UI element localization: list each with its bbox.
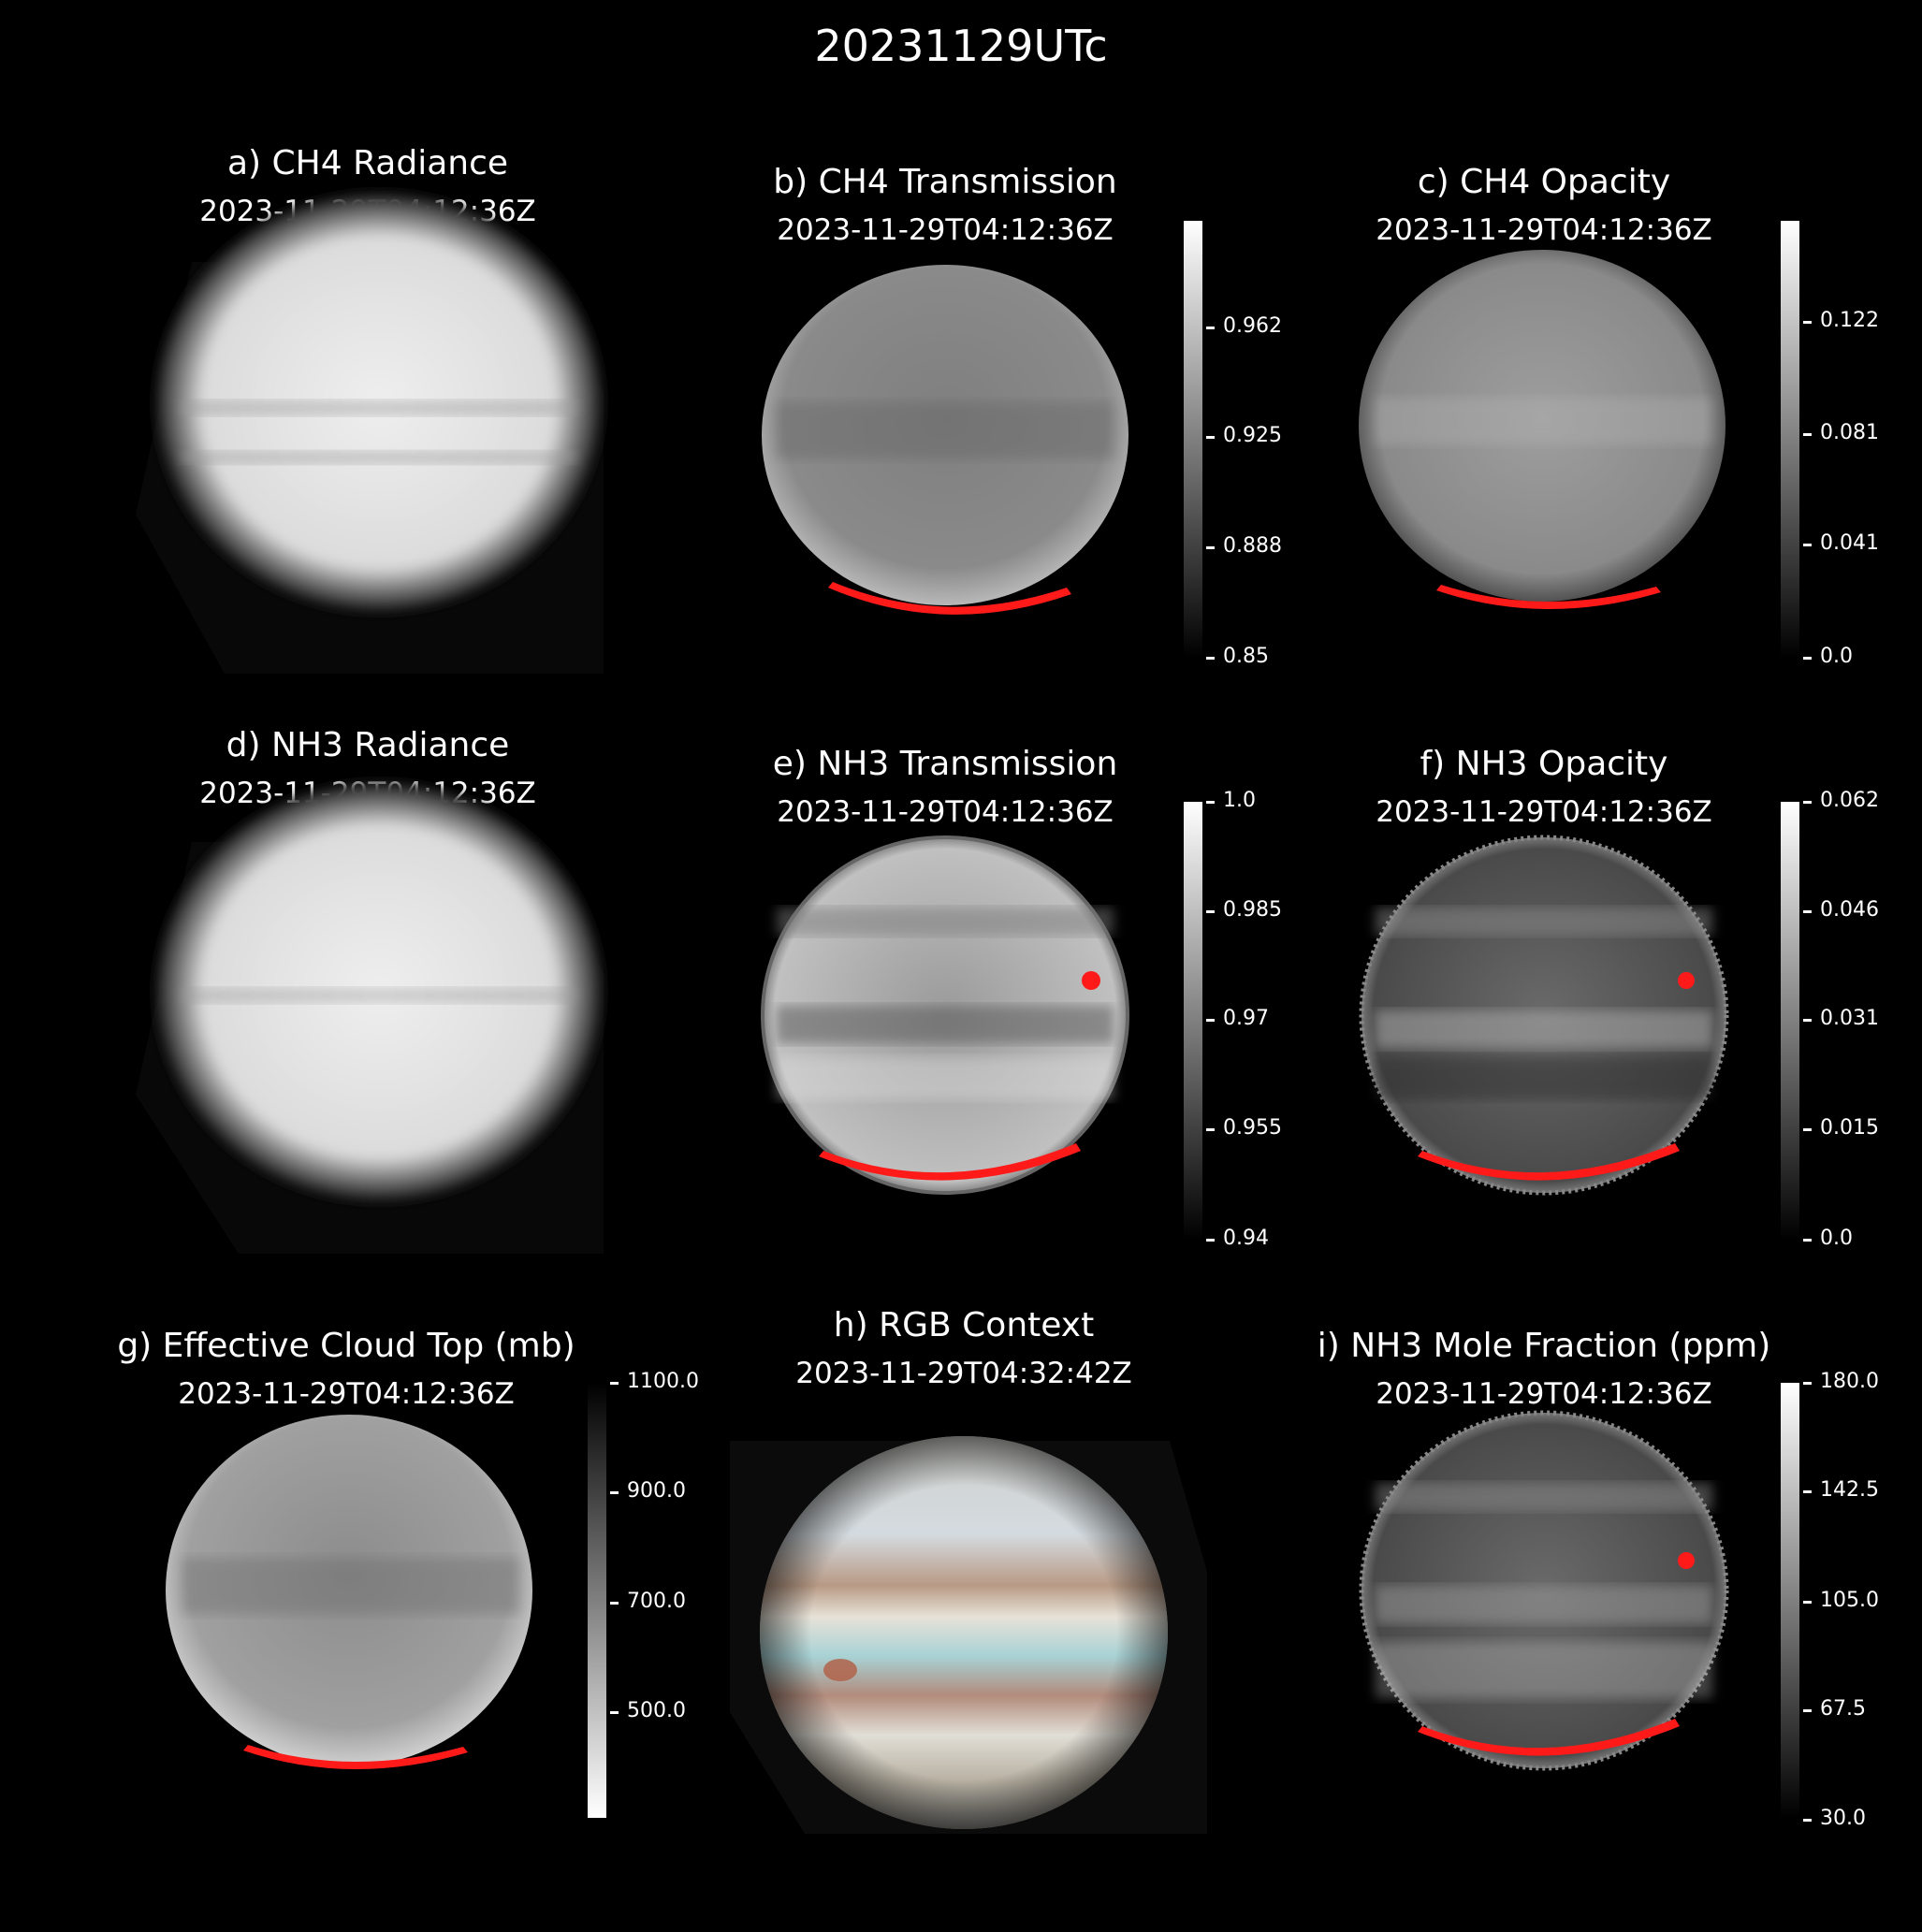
panel-g-cloud-top-map <box>166 1415 532 1770</box>
panel-g-date: 2023-11-29T04:12:36Z <box>178 1377 515 1411</box>
colorbar-e <box>1184 802 1202 1240</box>
colorbar-tick-mark <box>610 1711 619 1714</box>
panel-f-title: f) NH3 Opacity <box>1420 745 1668 783</box>
colorbar-tick-mark <box>1206 546 1215 549</box>
colorbar-tick-mark <box>610 1602 619 1605</box>
panel-i-nh3-mole-fraction-map <box>1359 1410 1729 1771</box>
colorbar-tick-label: 0.955 <box>1223 1116 1282 1140</box>
panel-g-title: g) Effective Cloud Top (mb) <box>117 1327 575 1365</box>
colorbar-tick-mark <box>1803 657 1812 660</box>
panel-f-date: 2023-11-29T04:12:36Z <box>1376 795 1712 829</box>
colorbar-tick-mark <box>610 1382 619 1385</box>
colorbar-tick-label: 0.031 <box>1820 1007 1879 1030</box>
colorbar-tick-label: 30.0 <box>1820 1807 1866 1830</box>
colorbar-tick-label: 0.97 <box>1223 1007 1269 1030</box>
colorbar-tick-label: 0.888 <box>1223 534 1282 558</box>
colorbar-tick-mark <box>1206 1239 1215 1242</box>
colorbar-tick-label: 180.0 <box>1820 1370 1879 1393</box>
panel-c-date: 2023-11-29T04:12:36Z <box>1376 213 1712 247</box>
colorbar-tick-label: 142.5 <box>1820 1478 1879 1502</box>
colorbar-tick-label: 0.94 <box>1223 1227 1269 1250</box>
colorbar-tick-mark <box>610 1491 619 1494</box>
colorbar-tick-mark <box>1803 1128 1812 1131</box>
colorbar-tick-label: 500.0 <box>627 1699 686 1722</box>
colorbar-tick-label: 1.0 <box>1223 789 1256 812</box>
panel-b-ch4-transmission-map <box>762 265 1128 615</box>
colorbar-tick-label: 0.962 <box>1223 314 1282 338</box>
panel-h-date: 2023-11-29T04:32:42Z <box>795 1357 1132 1390</box>
colorbar-tick-label: 0.041 <box>1820 531 1879 555</box>
colorbar-tick-mark <box>1803 801 1812 804</box>
colorbar-tick-mark <box>1803 544 1812 546</box>
colorbar-tick-mark <box>1803 1382 1812 1385</box>
panel-e-date: 2023-11-29T04:12:36Z <box>777 795 1114 829</box>
colorbar-tick-label: 700.0 <box>627 1590 686 1613</box>
colorbar-tick-mark <box>1803 1709 1812 1712</box>
colorbar-tick-mark <box>1803 1239 1812 1242</box>
panel-e-nh3-transmission-map <box>761 835 1129 1195</box>
panel-c-ch4-opacity-map <box>1359 250 1725 610</box>
figure-title: 20231129UTc <box>814 21 1108 71</box>
colorbar-tick-label: 0.0 <box>1820 1227 1853 1250</box>
colorbar-tick-label: 0.015 <box>1820 1116 1879 1140</box>
panel-i-date: 2023-11-29T04:12:36Z <box>1376 1377 1712 1411</box>
colorbar-b <box>1184 221 1202 658</box>
colorbar-tick-mark <box>1206 801 1215 804</box>
colorbar-tick-label: 0.062 <box>1820 789 1879 812</box>
colorbar-tick-label: 0.046 <box>1820 898 1879 922</box>
colorbar-tick-mark <box>1206 657 1215 660</box>
panel-h-title: h) RGB Context <box>833 1306 1095 1344</box>
panel-d-title: d) NH3 Radiance <box>226 726 510 764</box>
colorbar-tick-label: 0.122 <box>1820 309 1879 332</box>
colorbar-tick-mark <box>1803 1819 1812 1822</box>
colorbar-tick-label: 0.925 <box>1223 424 1282 447</box>
colorbar-tick-mark <box>1803 1019 1812 1022</box>
colorbar-tick-label: 67.5 <box>1820 1697 1866 1721</box>
panel-i-title: i) NH3 Mole Fraction (ppm) <box>1317 1327 1771 1365</box>
colorbar-tick-mark <box>1206 327 1215 329</box>
colorbar-tick-label: 0.081 <box>1820 421 1879 444</box>
panel-c-title: c) CH4 Opacity <box>1417 163 1671 201</box>
panel-d-nh3-radiance-image <box>136 781 604 1254</box>
colorbar-tick-mark <box>1206 1128 1215 1131</box>
colorbar-g <box>588 1383 606 1818</box>
colorbar-i <box>1781 1383 1799 1818</box>
colorbar-tick-label: 1100.0 <box>627 1370 699 1393</box>
panel-b-date: 2023-11-29T04:12:36Z <box>777 213 1114 247</box>
colorbar-tick-mark <box>1803 1601 1812 1604</box>
panel-h-rgb-context-image <box>730 1436 1207 1834</box>
panel-f-nh3-opacity-map <box>1359 835 1729 1196</box>
colorbar-tick-label: 900.0 <box>627 1479 686 1503</box>
colorbar-tick-label: 105.0 <box>1820 1589 1879 1612</box>
colorbar-tick-mark <box>1803 321 1812 324</box>
colorbar-tick-mark <box>1206 1019 1215 1022</box>
colorbar-tick-mark <box>1803 1490 1812 1493</box>
panel-a-ch4-radiance-image <box>136 192 604 674</box>
colorbar-tick-mark <box>1206 436 1215 439</box>
colorbar-tick-mark <box>1803 910 1812 913</box>
colorbar-tick-label: 0.85 <box>1223 645 1269 668</box>
panel-e-title: e) NH3 Transmission <box>772 745 1118 783</box>
colorbar-tick-mark <box>1803 433 1812 436</box>
colorbar-tick-label: 0.0 <box>1820 645 1853 668</box>
colorbar-tick-label: 0.985 <box>1223 898 1282 922</box>
panel-b-title: b) CH4 Transmission <box>773 163 1117 201</box>
colorbar-c <box>1781 221 1799 658</box>
colorbar-tick-mark <box>1206 910 1215 913</box>
colorbar-f <box>1781 802 1799 1240</box>
panel-a-title: a) CH4 Radiance <box>226 144 509 182</box>
